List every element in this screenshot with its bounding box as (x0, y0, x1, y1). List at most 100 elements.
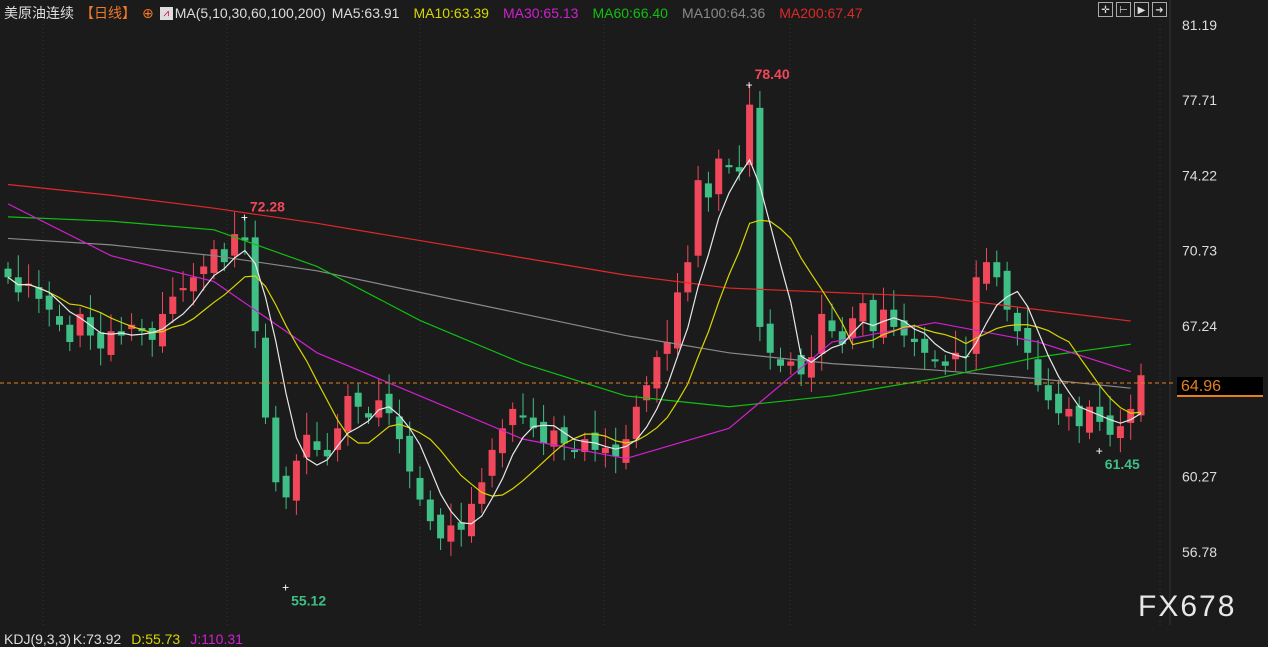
indicator-icon[interactable]: ⩘ (159, 6, 173, 20)
candle-body (478, 482, 486, 504)
ma100-line (7, 237, 1131, 389)
exit-icon[interactable]: ➜ (1152, 2, 1167, 17)
candle-body (993, 262, 1001, 278)
y-tick-label: 77.71 (1182, 92, 1217, 108)
candle-body (519, 415, 527, 418)
candle-body (735, 167, 743, 172)
y-tick-label: 70.73 (1182, 243, 1217, 259)
candle-body (560, 427, 568, 444)
y-tick-label: 81.19 (1182, 17, 1217, 33)
candle-body (365, 413, 372, 418)
candle-body (468, 503, 475, 537)
candle-body (828, 320, 836, 332)
candle-body (189, 277, 197, 292)
candle-body (643, 385, 651, 401)
candle-body (694, 180, 702, 256)
candle-body (601, 447, 609, 454)
y-tick-label: 60.27 (1182, 468, 1217, 484)
candle-body (1137, 375, 1145, 416)
candle-body (169, 296, 177, 314)
extreme-marker: + (282, 581, 289, 595)
play-icon[interactable]: ▶ (1134, 2, 1149, 17)
candle-body (581, 439, 589, 453)
candle-body (849, 318, 857, 338)
candle-body (334, 428, 342, 450)
ma5-value: MA5:63.91 (331, 5, 400, 21)
candle-body (426, 499, 434, 522)
candle-body (159, 313, 166, 347)
candle-body (797, 354, 805, 375)
candle-body (148, 327, 156, 340)
candle-body (1086, 406, 1093, 433)
candle-body (684, 262, 692, 293)
ma-label[interactable]: MA(5,10,30,60,100,200) (174, 5, 326, 21)
extreme-marker: + (241, 210, 248, 224)
candle-body (1055, 393, 1063, 414)
candle-body (282, 475, 290, 498)
period-label[interactable]: 【日线】 (80, 5, 136, 21)
candle-body (941, 361, 949, 366)
candle-body (251, 237, 259, 332)
candle-body (241, 237, 249, 241)
candle-body (1034, 359, 1042, 386)
candle-body (406, 435, 414, 472)
candle-body (292, 460, 300, 501)
candle-body (97, 332, 105, 349)
candle-body (416, 477, 424, 500)
candle-body (86, 317, 94, 336)
toolbar: ✛ ⊢ ▶ ➜ (1098, 2, 1167, 17)
candle-body (869, 299, 877, 332)
candle-body (344, 395, 352, 432)
candle-body (962, 356, 970, 358)
add-icon[interactable]: ⊕ (142, 4, 154, 21)
candle-body (107, 331, 115, 355)
candle-body (385, 393, 393, 414)
ma200-line (7, 183, 1131, 322)
chart-header: 美原油连续 【日线】 ⊕ ⩘ MA(5,10,30,60,100,200) MA… (4, 3, 863, 23)
candle-body (488, 449, 496, 476)
candle-body (632, 406, 640, 440)
y-tick-label: 56.78 (1182, 544, 1217, 560)
ma30-value: MA30:65.13 (502, 5, 579, 21)
candle-body (529, 417, 537, 429)
candle-body (756, 107, 764, 327)
ma200-value: MA200:67.47 (779, 5, 863, 21)
extreme-marker: + (746, 78, 753, 92)
candle-body (323, 449, 331, 457)
candle-body (777, 359, 784, 366)
candle-body (910, 338, 918, 343)
candle-body (571, 449, 578, 453)
candle-body (303, 434, 311, 458)
candle-body (4, 268, 12, 278)
y-tick-label: 67.24 (1182, 318, 1217, 334)
symbol-name[interactable]: 美原油连续 (4, 5, 74, 21)
candle-body (715, 158, 723, 195)
candle-body (921, 338, 929, 353)
candle-body (313, 441, 321, 450)
candle-body (45, 295, 53, 310)
candle-body (787, 361, 795, 366)
candle-body (725, 165, 733, 168)
candle-body (272, 417, 280, 483)
candle-body (1013, 312, 1021, 332)
crosshair-icon[interactable]: ✛ (1098, 2, 1113, 17)
candle-body (179, 288, 187, 291)
current-price-label: 64.96 (1177, 377, 1263, 397)
candle-body (200, 266, 208, 275)
candle-body (1044, 385, 1052, 401)
kdj-label: KDJ(9,3,3) (4, 631, 71, 647)
candle-body (880, 309, 887, 338)
kdj-indicator: KDJ(9,3,3) K:73.92 D:55.73 J:110.31 (4, 631, 243, 647)
y-tick-label: 74.22 (1182, 167, 1217, 183)
candle-body (1106, 415, 1114, 435)
candle-body (540, 421, 548, 444)
zoom-fit-icon[interactable]: ⊢ (1116, 2, 1131, 17)
kdj-d: D:55.73 (131, 631, 181, 647)
candle-body (35, 286, 43, 299)
candle-body (231, 234, 239, 256)
candle-body (56, 316, 63, 325)
candle-body (509, 408, 517, 426)
ma10-value: MA10:63.39 (413, 5, 489, 21)
ma60-value: MA60:66.40 (592, 5, 668, 21)
